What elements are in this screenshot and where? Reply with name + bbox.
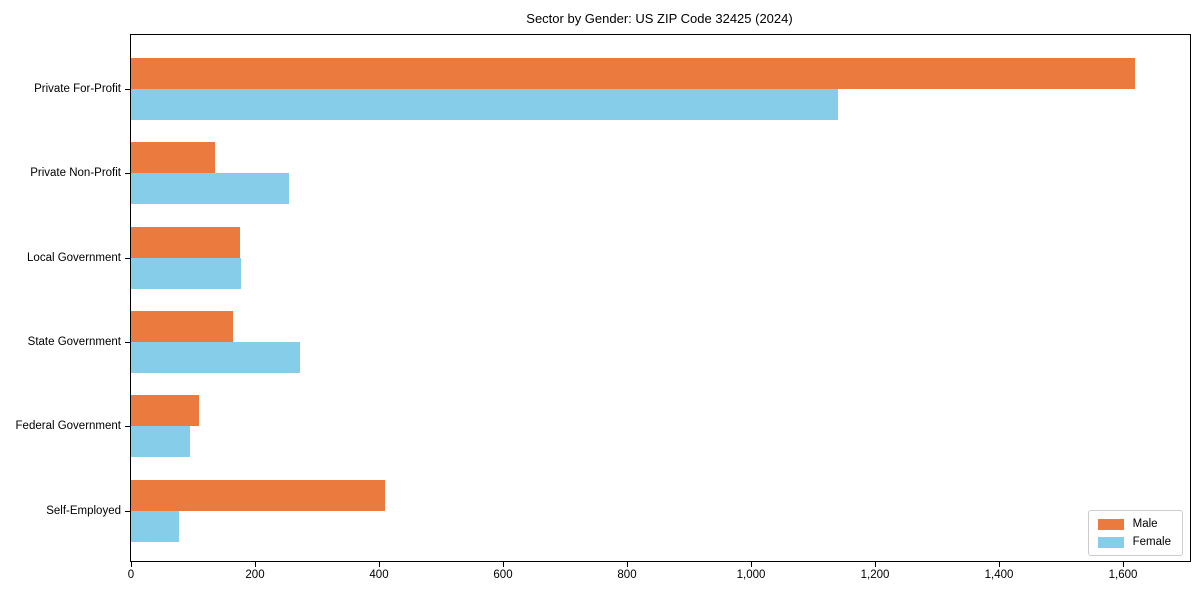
x-tick-label-1000: 1,000 [736,569,766,581]
y-tick-label-federal-government: Federal Government [15,420,121,432]
x-tick-mark-200 [255,562,256,567]
y-tick-label-private-for-profit: Private For-Profit [34,83,121,95]
x-tick-mark-800 [627,562,628,567]
y-tick-mark-state-government [125,342,130,343]
y-tick-mark-federal-government [125,426,130,427]
legend-label-male: Male [1132,518,1158,530]
legend: Male Female [1087,510,1183,556]
y-tick-mark-private-for-profit [125,89,130,90]
x-tick-label-1400: 1,400 [984,569,1014,581]
bar-female-local-government [131,258,241,289]
x-tick-label-1600: 1,600 [1108,569,1138,581]
y-tick-label-state-government: State Government [27,336,121,348]
legend-label-female: Female [1132,536,1171,548]
bar-female-federal-government [131,426,190,457]
chart-title: Sector by Gender: US ZIP Code 32425 (202… [526,11,793,26]
bar-male-private-for-profit [131,58,1135,89]
legend-row-male: Male [1097,518,1171,530]
x-tick-mark-0 [131,562,132,567]
x-tick-mark-1000 [751,562,752,567]
plot-area: Private For-Profit Private Non-Profit Loca… [16,34,1191,581]
bar-male-self-employed [131,480,385,511]
y-tick-label-self-employed: Self-Employed [46,505,121,517]
bar-female-state-government [131,342,300,373]
x-tick-label-800: 800 [617,569,637,581]
x-tick-label-600: 600 [493,569,513,581]
x-tick-mark-1400 [999,562,1000,567]
x-tick-label-200: 200 [245,569,265,581]
legend-swatch-female [1097,536,1124,548]
y-tick-mark-local-government [125,258,130,259]
bar-male-state-government [131,311,233,342]
bar-female-private-for-profit [131,89,838,120]
y-tick-mark-private-non-profit [125,173,130,174]
x-tick-mark-1200 [875,562,876,567]
bar-female-self-employed [131,511,179,542]
x-tick-mark-600 [503,562,504,567]
bar-female-private-non-profit [131,173,289,204]
bar-male-private-non-profit [131,142,215,173]
x-tick-label-0: 0 [127,569,135,581]
legend-row-female: Female [1097,536,1171,548]
y-tick-mark-self-employed [125,511,130,512]
x-tick-label-1200: 1,200 [860,569,890,581]
bar-male-local-government [131,227,240,258]
y-tick-label-local-government: Local Government [27,252,121,264]
y-tick-label-private-non-profit: Private Non-Profit [30,167,121,179]
legend-swatch-male [1097,518,1124,530]
x-tick-mark-400 [379,562,380,567]
x-tick-label-400: 400 [369,569,389,581]
bar-male-federal-government [131,395,199,426]
x-tick-mark-1600 [1123,562,1124,567]
